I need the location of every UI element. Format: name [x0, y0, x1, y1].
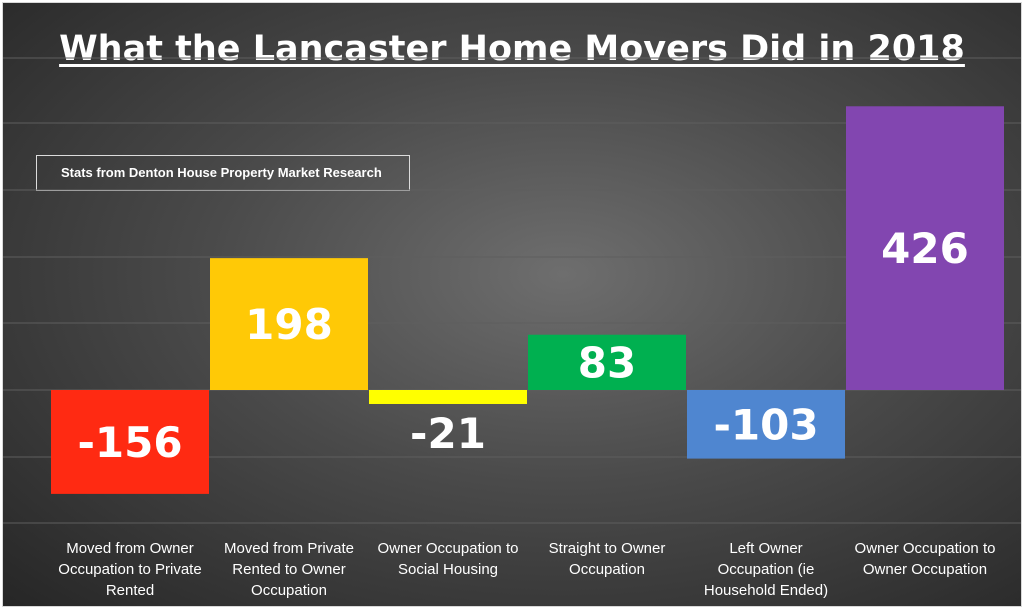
category-label: Owner Occupation — [863, 561, 987, 578]
chart-title: What the Lancaster Home Movers Did in 20… — [59, 29, 965, 69]
category-label: Social Housing — [398, 561, 498, 578]
category-label: Owner Occupation to — [855, 540, 996, 557]
category-label: Occupation to Private — [58, 561, 201, 578]
bar-2 — [210, 258, 368, 390]
data-label: 83 — [578, 338, 636, 387]
category-label: Straight to Owner — [549, 540, 666, 557]
category-label: Occupation — [251, 582, 327, 599]
category-label: Owner Occupation to — [378, 540, 519, 557]
data-label: -156 — [77, 418, 182, 467]
data-label: 426 — [881, 224, 969, 273]
bar-5 — [687, 390, 845, 459]
category-label: Left Owner — [729, 540, 802, 557]
category-label: Occupation — [569, 561, 645, 578]
bar-4 — [528, 334, 686, 390]
bar-6 — [846, 106, 1004, 390]
data-label: -21 — [410, 409, 486, 458]
category-label: Rented — [106, 582, 154, 599]
category-label: Household Ended) — [704, 582, 828, 599]
bar-plot: -156 Moved from Owner Occupation to Privat… — [3, 57, 1021, 599]
bar-1 — [51, 390, 209, 494]
category-label: Occupation (ie — [718, 561, 815, 578]
data-label: -103 — [713, 400, 818, 449]
data-label: 198 — [245, 300, 333, 349]
bar-3 — [369, 390, 527, 404]
category-label: Moved from Private — [224, 540, 354, 557]
category-label: Moved from Owner — [66, 540, 194, 557]
category-label: Rented to Owner — [232, 561, 345, 578]
